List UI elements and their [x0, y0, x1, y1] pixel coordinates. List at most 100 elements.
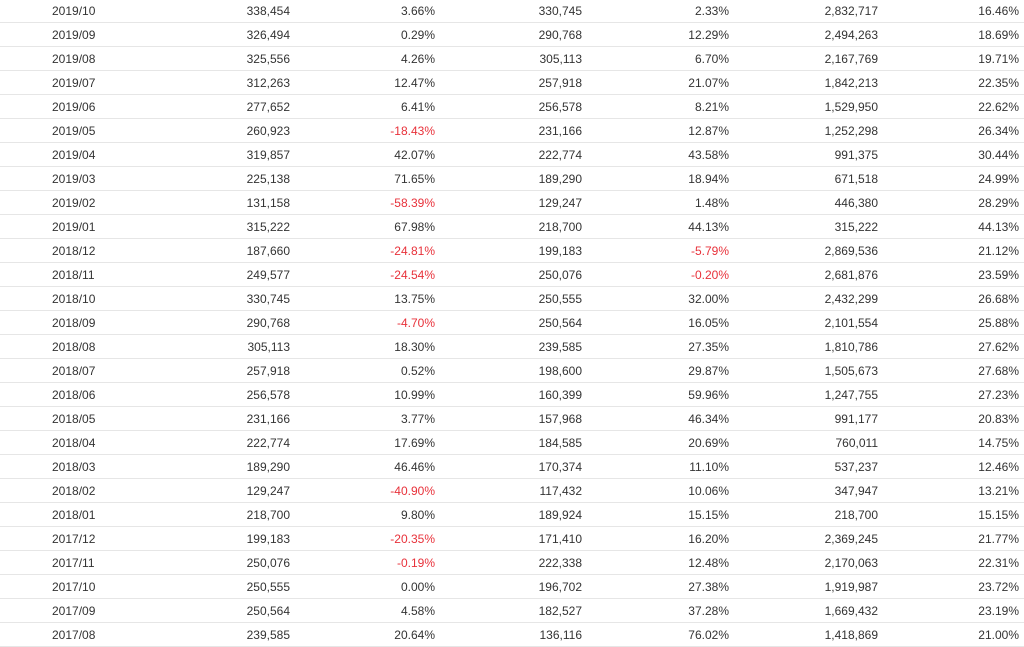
month-cell: 2019/05 [0, 118, 148, 143]
value-cell: 187,660 [148, 238, 294, 263]
change-cell: 4.26% [294, 46, 440, 71]
share-cell: 25.88% [882, 310, 1024, 335]
prior-value-cell: 330,745 [440, 0, 587, 23]
cumulative-cell: 2,832,717 [734, 0, 882, 23]
table-row: 2018/07 257,918 0.52% 198,600 29.87% 1,505,67… [0, 358, 1024, 383]
cumulative-cell: 1,505,673 [734, 358, 882, 383]
prior-change-cell: 18.94% [587, 166, 734, 191]
prior-change-cell: 27.35% [587, 334, 734, 359]
cumulative-cell: 2,101,554 [734, 310, 882, 335]
table-row: 2018/05 231,166 3.77% 157,968 46.34% 991,177 2… [0, 406, 1024, 431]
cumulative-cell: 2,869,536 [734, 238, 882, 263]
table-row: 2018/09 290,768 -4.70% 250,564 16.05% 2,101,5… [0, 310, 1024, 335]
table-row: 2018/11 249,577 -24.54% 250,076 -0.20% 2,681,… [0, 262, 1024, 287]
table-row: 2018/06 256,578 10.99% 160,399 59.96% 1,247,7… [0, 382, 1024, 407]
change-cell: -4.70% [294, 310, 440, 335]
change-cell: -58.39% [294, 190, 440, 215]
share-cell: 26.68% [882, 286, 1024, 311]
share-cell: 14.75% [882, 430, 1024, 455]
prior-value-cell: 250,555 [440, 286, 587, 311]
table-row: 2017/12 199,183 -20.35% 171,410 16.20% 2,369,… [0, 526, 1024, 551]
table-row: 2019/02 131,158 -58.39% 129,247 1.48% 446,380… [0, 190, 1024, 215]
share-cell: 12.46% [882, 454, 1024, 479]
cumulative-cell: 1,252,298 [734, 118, 882, 143]
prior-value-cell: 231,166 [440, 118, 587, 143]
share-cell: 16.46% [882, 0, 1024, 23]
month-cell: 2017/11 [0, 550, 148, 575]
table-row: 2019/01 315,222 67.98% 218,700 44.13% 315,222… [0, 214, 1024, 239]
value-cell: 189,290 [148, 454, 294, 479]
table-row: 2019/06 277,652 6.41% 256,578 8.21% 1,529,950… [0, 94, 1024, 119]
prior-change-cell: 44.13% [587, 214, 734, 239]
month-cell: 2017/08 [0, 622, 148, 647]
change-cell: 0.29% [294, 22, 440, 47]
change-cell: 13.75% [294, 286, 440, 311]
prior-change-cell: 16.20% [587, 526, 734, 551]
value-cell: 257,918 [148, 358, 294, 383]
month-cell: 2019/02 [0, 190, 148, 215]
cumulative-cell: 2,170,063 [734, 550, 882, 575]
value-cell: 315,222 [148, 214, 294, 239]
prior-value-cell: 199,183 [440, 238, 587, 263]
change-cell: -40.90% [294, 478, 440, 503]
cumulative-cell: 671,518 [734, 166, 882, 191]
table-row: 2017/09 250,564 4.58% 182,527 37.28% 1,669,43… [0, 598, 1024, 623]
share-cell: 24.99% [882, 166, 1024, 191]
value-cell: 225,138 [148, 166, 294, 191]
share-cell: 27.68% [882, 358, 1024, 383]
cumulative-cell: 1,810,786 [734, 334, 882, 359]
share-cell: 15.15% [882, 502, 1024, 527]
change-cell: 3.66% [294, 0, 440, 23]
value-cell: 250,564 [148, 598, 294, 623]
change-cell: -20.35% [294, 526, 440, 551]
month-cell: 2019/08 [0, 46, 148, 71]
value-cell: 325,556 [148, 46, 294, 71]
month-cell: 2018/09 [0, 310, 148, 335]
cumulative-cell: 2,681,876 [734, 262, 882, 287]
month-cell: 2018/07 [0, 358, 148, 383]
change-cell: 71.65% [294, 166, 440, 191]
prior-change-cell: 76.02% [587, 622, 734, 647]
prior-change-cell: 27.38% [587, 574, 734, 599]
share-cell: 27.23% [882, 382, 1024, 407]
month-cell: 2019/04 [0, 142, 148, 167]
change-cell: -0.19% [294, 550, 440, 575]
value-cell: 199,183 [148, 526, 294, 551]
change-cell: 4.58% [294, 598, 440, 623]
share-cell: 21.00% [882, 622, 1024, 647]
share-cell: 22.31% [882, 550, 1024, 575]
prior-value-cell: 305,113 [440, 46, 587, 71]
value-cell: 129,247 [148, 478, 294, 503]
prior-change-cell: 46.34% [587, 406, 734, 431]
month-cell: 2018/11 [0, 262, 148, 287]
prior-value-cell: 222,774 [440, 142, 587, 167]
month-cell: 2019/09 [0, 22, 148, 47]
change-cell: 42.07% [294, 142, 440, 167]
month-cell: 2019/01 [0, 214, 148, 239]
prior-value-cell: 250,564 [440, 310, 587, 335]
value-cell: 131,158 [148, 190, 294, 215]
table-row: 2018/10 330,745 13.75% 250,555 32.00% 2,432,2… [0, 286, 1024, 311]
table-row: 2018/02 129,247 -40.90% 117,432 10.06% 347,94… [0, 478, 1024, 503]
month-cell: 2018/12 [0, 238, 148, 263]
table-row: 2019/09 326,494 0.29% 290,768 12.29% 2,494,26… [0, 22, 1024, 47]
prior-change-cell: 10.06% [587, 478, 734, 503]
prior-change-cell: 21.07% [587, 70, 734, 95]
prior-value-cell: 184,585 [440, 430, 587, 455]
prior-value-cell: 182,527 [440, 598, 587, 623]
table-row: 2017/10 250,555 0.00% 196,702 27.38% 1,919,98… [0, 574, 1024, 599]
month-cell: 2018/05 [0, 406, 148, 431]
month-cell: 2019/06 [0, 94, 148, 119]
table-row: 2018/01 218,700 9.80% 189,924 15.15% 218,700 1… [0, 502, 1024, 527]
prior-change-cell: 8.21% [587, 94, 734, 119]
prior-change-cell: 20.69% [587, 430, 734, 455]
change-cell: 17.69% [294, 430, 440, 455]
prior-value-cell: 222,338 [440, 550, 587, 575]
prior-value-cell: 290,768 [440, 22, 587, 47]
value-cell: 305,113 [148, 334, 294, 359]
prior-change-cell: 12.48% [587, 550, 734, 575]
change-cell: 9.80% [294, 502, 440, 527]
share-cell: 30.44% [882, 142, 1024, 167]
value-cell: 338,454 [148, 0, 294, 23]
value-cell: 290,768 [148, 310, 294, 335]
